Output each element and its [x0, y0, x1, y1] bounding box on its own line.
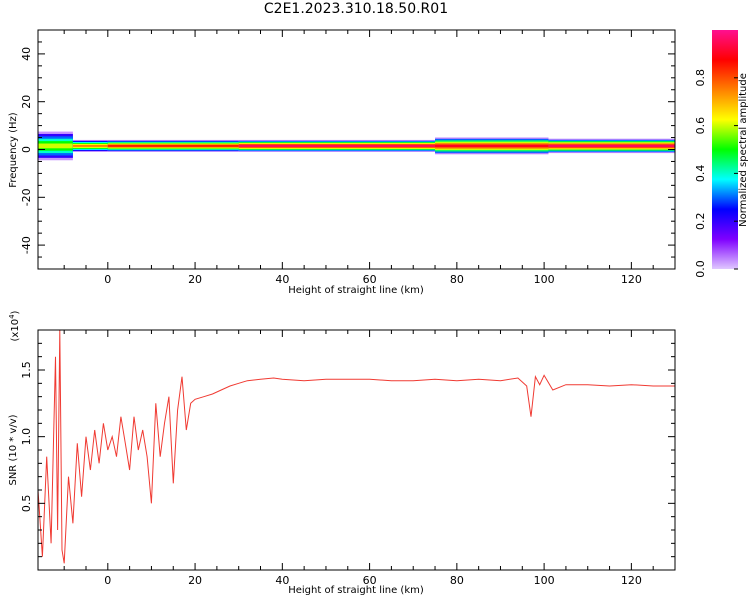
top-x-tick-label: 100	[534, 273, 555, 286]
top-x-axis-label: Height of straight line (km)	[288, 285, 424, 296]
top-x-tick-label: 0	[104, 273, 111, 286]
chart-title: C2E1.2023.310.18.50.R01	[263, 1, 449, 17]
bottom-x-tick-label: 40	[275, 574, 289, 587]
heatmap-plot	[38, 131, 675, 161]
top-y-tick-label: -40	[20, 236, 33, 254]
heatmap-band-cell	[38, 143, 73, 149]
colorbar-tick-label: 0.0	[694, 260, 707, 278]
bottom-x-tick-label: 60	[363, 574, 377, 587]
colorbar-ticks: 0.0 0.2 0.4 0.6 0.8	[694, 69, 738, 278]
bottom-plot-frame	[37, 329, 676, 571]
heatmap-band-cell	[548, 144, 675, 148]
colorbar-tick-label: 0.8	[694, 69, 707, 87]
heatmap-band-cell	[72, 144, 108, 147]
y-multiplier-label: (x104)	[8, 310, 21, 341]
top-x-tick-label: 80	[450, 273, 464, 286]
top-y-tick-label: 20	[20, 95, 33, 109]
heatmap-band-cell	[238, 144, 436, 147]
y-multiplier-close: )	[10, 310, 21, 314]
top-y-tick-label: 40	[20, 47, 33, 61]
snr-plot	[38, 330, 675, 564]
bottom-y-tick-label: 1.5	[20, 361, 33, 379]
top-x-tick-label: 40	[275, 273, 289, 286]
colorbar-tick-label: 0.2	[694, 212, 707, 230]
heatmap-band-cell	[435, 144, 549, 148]
colorbar	[712, 30, 738, 269]
top-x-tick-label: 20	[188, 273, 202, 286]
bottom-x-tick-label: 100	[534, 574, 555, 587]
bottom-x-tick-label: 120	[621, 574, 642, 587]
bottom-y-axis-label: SNR (10 * v/v)	[8, 414, 19, 485]
colorbar-tick-label: 0.6	[694, 117, 707, 135]
colorbar-tick-label: 0.4	[694, 165, 707, 183]
axes: 0 20 40 60 80 100 120 0 20 40 60 80 100 120 -40 -20 0 20 4…	[20, 29, 676, 587]
bottom-y-tick-label: 0.5	[20, 495, 33, 513]
bottom-x-tick-label: 0	[104, 574, 111, 587]
y-multiplier-text: (x10	[10, 319, 21, 342]
bottom-x-tick-label: 20	[188, 574, 202, 587]
bottom-x-tick-label: 80	[450, 574, 464, 587]
y-multiplier-exponent: 4	[8, 314, 16, 319]
top-y-tick-label: -20	[20, 188, 33, 206]
bottom-y-tick-label: 1.0	[20, 428, 33, 446]
top-y-axis-label: Frequency (Hz)	[8, 112, 19, 188]
top-x-tick-label: 120	[621, 273, 642, 286]
top-y-tick-label: 0	[20, 146, 33, 153]
colorbar-label: Normalized spectral amplitude	[738, 73, 749, 227]
snr-series-line	[38, 330, 675, 564]
heatmap-band-cell	[107, 144, 239, 147]
top-x-tick-label: 60	[363, 273, 377, 286]
bottom-x-axis-label: Height of straight line (km)	[288, 585, 424, 596]
